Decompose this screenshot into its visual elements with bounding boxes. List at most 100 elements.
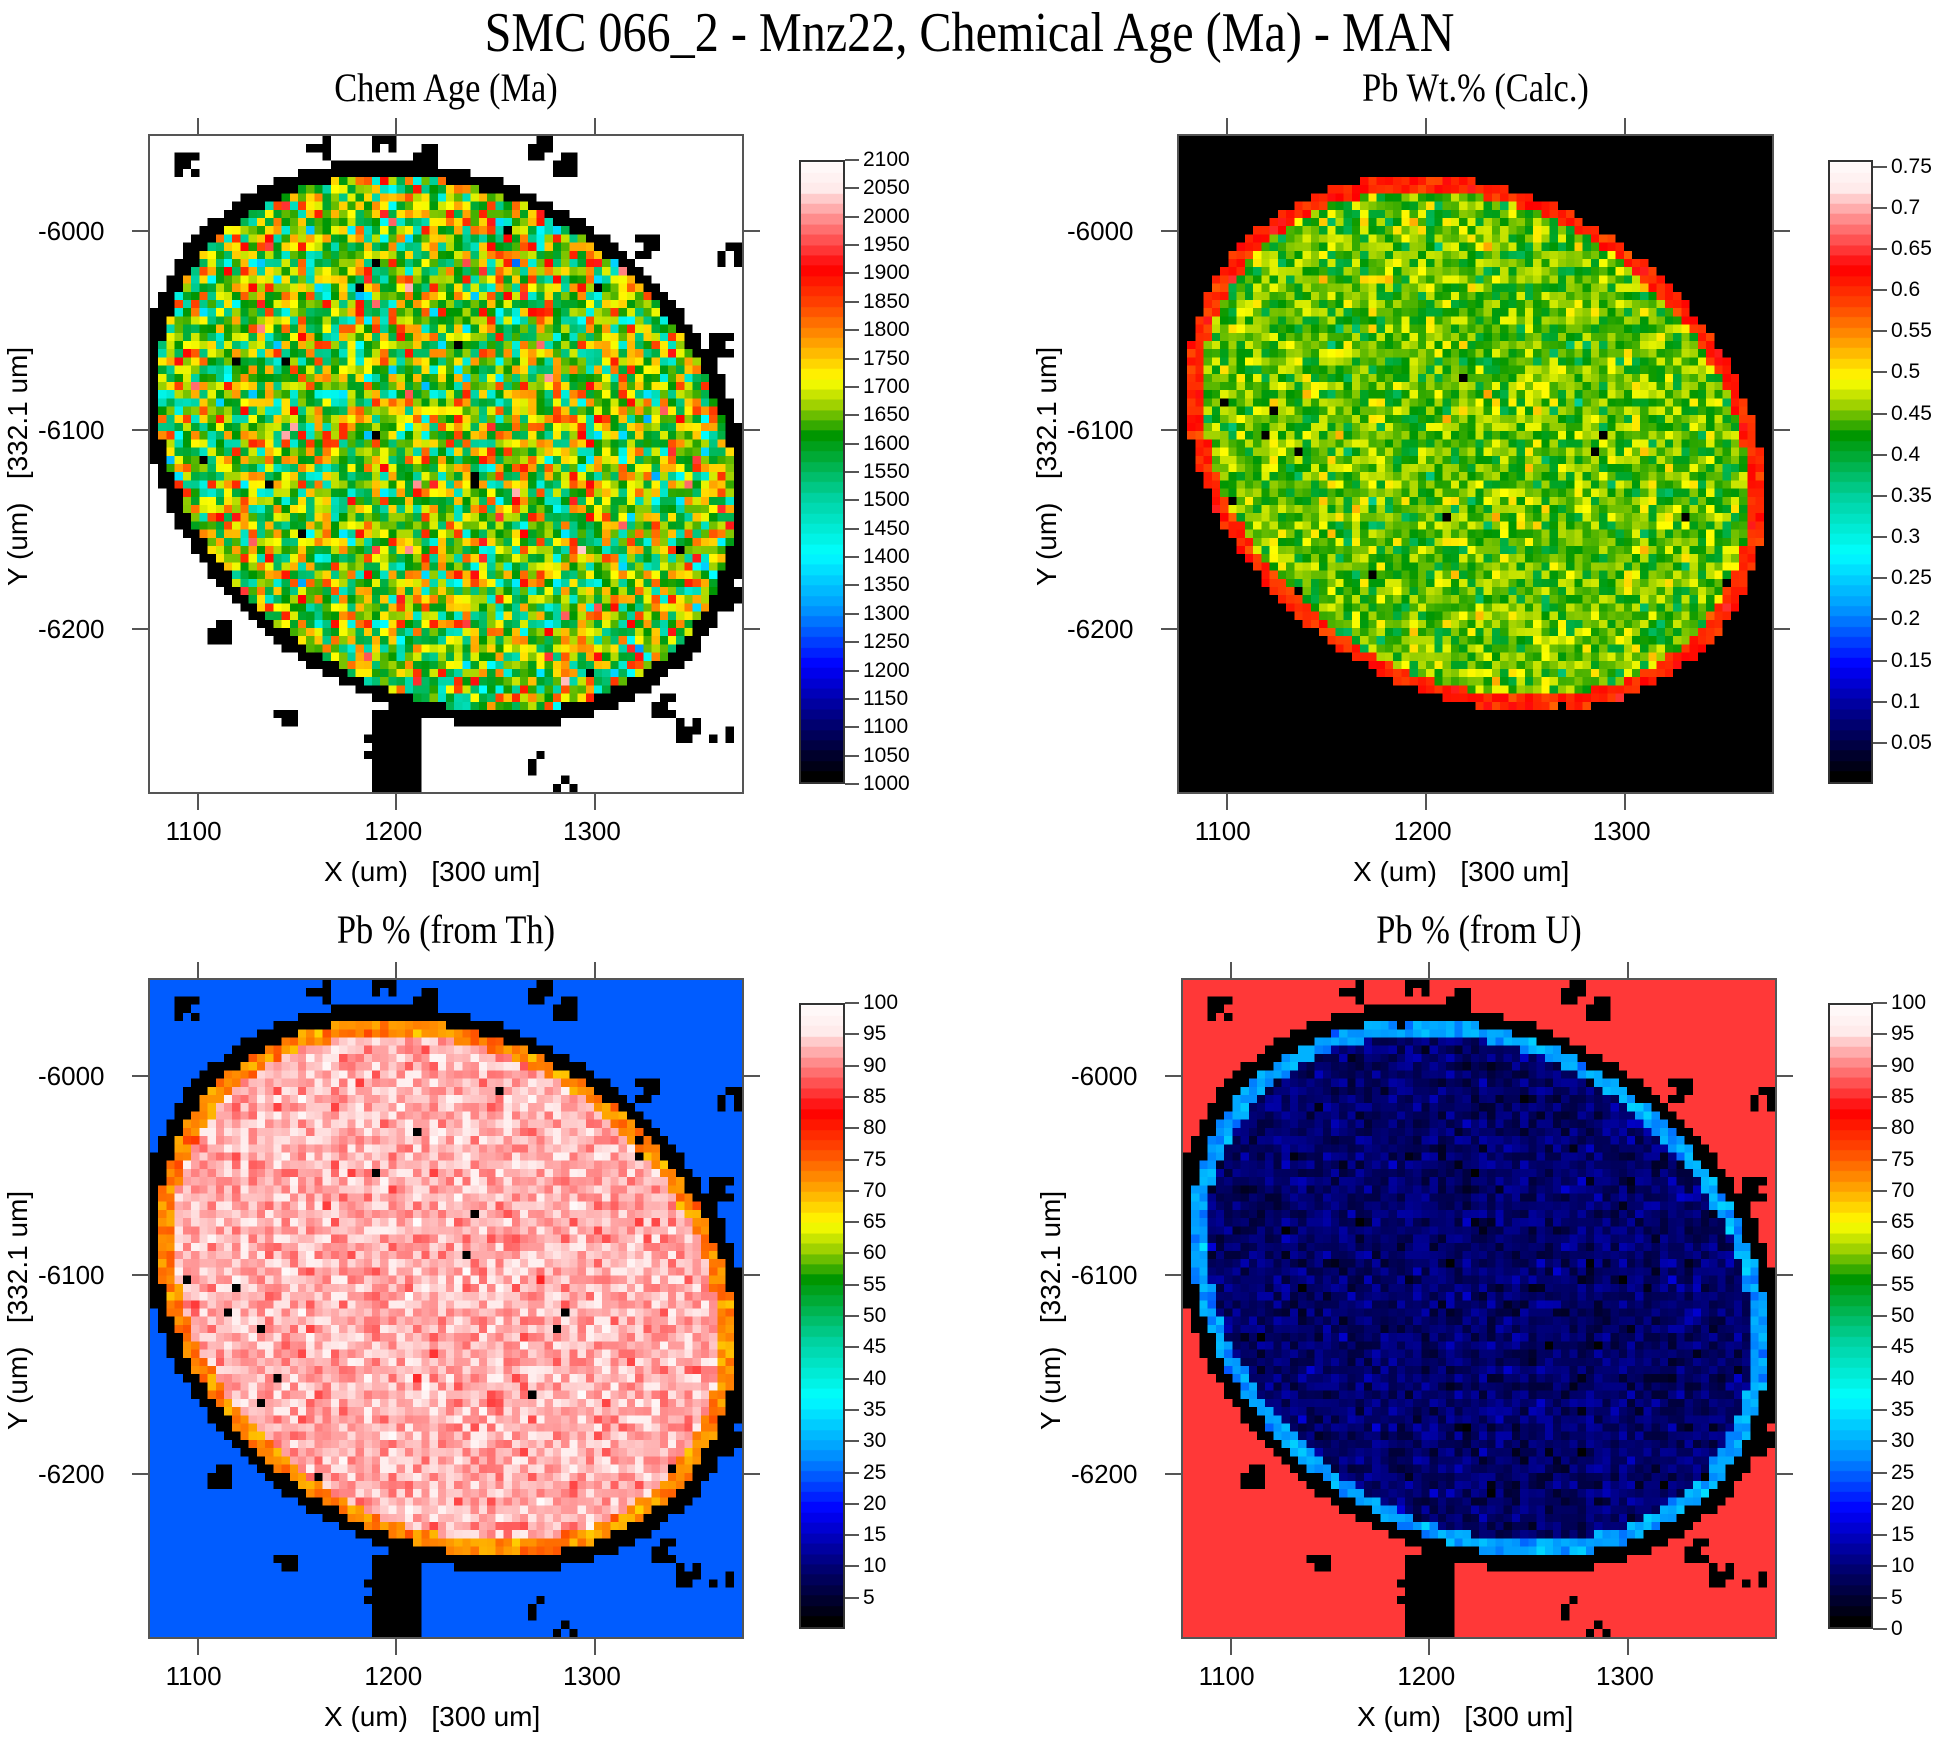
heatmap-canvas	[1179, 136, 1772, 792]
colorbar-tick	[845, 471, 859, 473]
colorbar-gradient	[1830, 162, 1871, 782]
y-tick-right	[1774, 230, 1790, 233]
colorbar-tick-label: 0.65	[1891, 236, 1932, 260]
colorbar-tick	[1873, 1127, 1887, 1130]
y-tick-right	[744, 628, 760, 630]
colorbar-tick	[1873, 1534, 1887, 1537]
x-tick-bottom	[1428, 1639, 1431, 1655]
colorbar-tick	[845, 556, 859, 559]
heatmap-chem-age	[148, 134, 744, 794]
colorbar-tick-label: 75	[863, 1147, 887, 1171]
heatmap-pb-from-u	[1181, 978, 1777, 1639]
colorbar-tick-label: 5	[863, 1585, 875, 1609]
colorbar-tick	[845, 244, 859, 247]
colorbar-tick	[845, 1596, 859, 1599]
colorbar-tick-label: 1700	[863, 374, 910, 398]
x-tick-top	[1229, 962, 1232, 978]
colorbar-tick	[1873, 618, 1887, 621]
y-tick-label: -6000	[1071, 1060, 1138, 1091]
x-tick-label: 1100	[165, 816, 222, 846]
y-tick-label: -6200	[1067, 614, 1134, 644]
colorbar-tick-label: 95	[1891, 1022, 1915, 1046]
colorbar-tick-label: 15	[1891, 1523, 1915, 1547]
colorbar-tick	[1873, 330, 1887, 333]
colorbar-tick-label: 0.05	[1891, 730, 1932, 754]
heatmap-pb-wt	[1177, 134, 1774, 794]
colorbar-tick	[1873, 289, 1887, 292]
colorbar-tick	[845, 783, 859, 785]
colorbar-tick-label: 80	[1891, 1116, 1915, 1140]
colorbar-tick-label: 40	[863, 1366, 887, 1390]
colorbar-tick-label: 65	[1891, 1210, 1915, 1234]
colorbar-tick	[845, 159, 859, 161]
x-tick-bottom	[196, 794, 199, 810]
colorbar-tick-label: 15	[863, 1523, 887, 1547]
y-tick-label: -6200	[38, 614, 105, 644]
colorbar-tick-label: 1400	[863, 545, 910, 569]
colorbar-tick	[845, 215, 859, 218]
x-axis-label: X (um) [300 um]	[324, 1701, 541, 1732]
colorbar-tick-label: 60	[1891, 1241, 1915, 1265]
colorbar-tick-label: 1050	[863, 743, 910, 767]
colorbar-tick	[1873, 659, 1887, 662]
colorbar-tick	[1873, 1628, 1887, 1630]
colorbar-tick-label: 2000	[863, 204, 910, 228]
colorbar-chem-age	[799, 160, 845, 784]
colorbar-tick	[1873, 1033, 1887, 1036]
colorbar-tick-label: 20	[1891, 1491, 1915, 1515]
colorbar-tick	[845, 1095, 859, 1098]
colorbar-tick	[1873, 247, 1887, 250]
colorbar-tick-label: 30	[1891, 1429, 1915, 1453]
colorbar-tick-label: 1200	[863, 658, 910, 682]
x-tick-top	[196, 962, 199, 978]
y-tick-right	[1777, 1472, 1793, 1475]
colorbar-tick-label: 75	[1891, 1147, 1915, 1171]
colorbar-tick	[845, 1158, 859, 1161]
panel-title: Pb % (from Th)	[336, 907, 556, 952]
colorbar-tick-label: 40	[1891, 1366, 1915, 1390]
colorbar-tick	[845, 527, 859, 530]
y-tick-label: -6100	[1071, 1259, 1138, 1290]
colorbar-tick	[845, 1377, 859, 1380]
y-tick-label: -6100	[1067, 415, 1134, 446]
y-tick-left	[1165, 1273, 1181, 1276]
colorbar-tick	[1873, 577, 1887, 580]
colorbar-tick	[1873, 1502, 1887, 1505]
colorbar-tick-label: 2050	[863, 176, 910, 200]
colorbar-tick-label: 0.6	[1891, 278, 1921, 302]
colorbar-tick-label: 0.7	[1891, 195, 1921, 219]
heatmap-canvas	[1183, 980, 1775, 1637]
colorbar-tick	[1873, 1408, 1887, 1411]
colorbar-tick-label: 10	[1891, 1554, 1915, 1578]
colorbar-tick	[845, 1471, 859, 1474]
colorbar-tick-label: 55	[863, 1272, 887, 1296]
colorbar-tick	[1873, 412, 1887, 415]
y-tick-left	[132, 1273, 148, 1276]
colorbar-tick-label: 85	[863, 1084, 887, 1108]
heatmap-canvas	[150, 136, 742, 792]
y-tick-right	[744, 230, 760, 233]
colorbar-tick-label: 0.2	[1891, 607, 1921, 631]
colorbar-tick	[845, 499, 859, 502]
colorbar-tick-label: 1650	[863, 403, 910, 427]
x-tick-label: 1300	[563, 1661, 621, 1691]
colorbar-tick	[1873, 165, 1887, 168]
colorbar-tick	[845, 1534, 859, 1537]
y-axis-label: Y (um) [332.1 um]	[2, 1190, 33, 1430]
colorbar-tick-label: 60	[863, 1241, 887, 1265]
colorbar-tick-label: 0.1	[1891, 689, 1921, 713]
y-tick-left	[1165, 1472, 1181, 1475]
colorbar-tick	[1873, 536, 1887, 539]
colorbar-tick	[1873, 1095, 1887, 1098]
colorbar-tick	[845, 612, 859, 615]
colorbar-tick	[845, 1346, 859, 1349]
y-tick-left	[132, 628, 148, 630]
y-tick-right	[744, 1074, 760, 1077]
colorbar-tick-label: 65	[863, 1210, 887, 1234]
colorbar-tick	[845, 1408, 859, 1411]
colorbar-tick	[845, 300, 859, 303]
x-tick-top	[196, 118, 199, 134]
colorbar-tick-label: 0.35	[1891, 483, 1932, 507]
colorbar-tick-label: 1100	[863, 715, 909, 739]
panel-title: Chem Age (Ma)	[334, 65, 558, 110]
